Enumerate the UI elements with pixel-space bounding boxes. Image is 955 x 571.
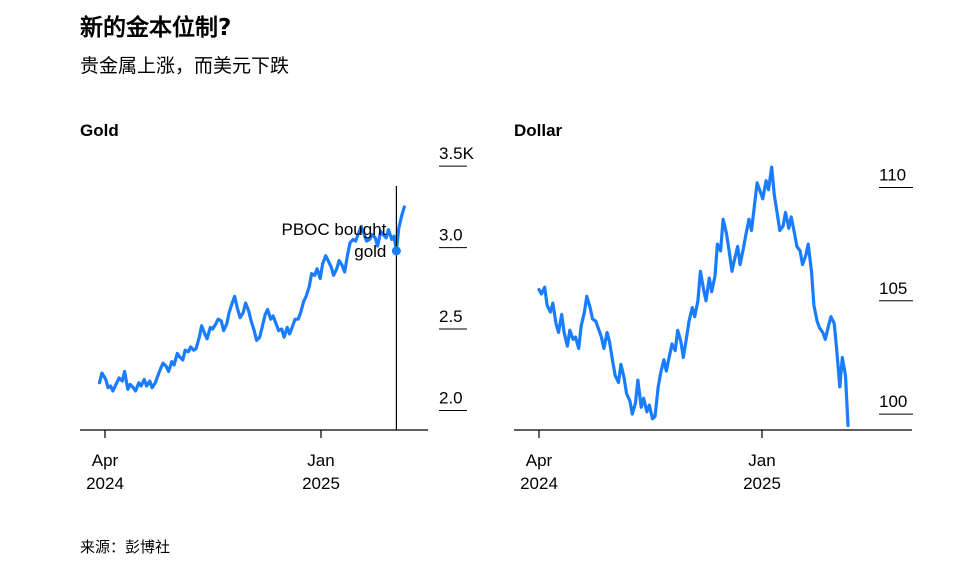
pboc-annotation-marker: [391, 246, 401, 256]
gold-panel-title: Gold: [80, 121, 119, 140]
gold-y-tick-label: 3.5K: [439, 144, 475, 163]
dollar-panel-title: Dollar: [514, 121, 563, 140]
dollar-series-line: [537, 165, 850, 428]
dollar-x-tick-label-year: 2024: [520, 474, 558, 493]
gold-y-tick-label: 2.0: [439, 388, 463, 407]
dollar-y-tick-label: 105: [879, 279, 907, 298]
dollar-x-tick-label-month: Jan: [748, 451, 775, 470]
gold-x-tick-label-month: Jan: [307, 451, 334, 470]
gold-x-tick-label-month: Apr: [92, 451, 119, 470]
pboc-annotation-label: PBOC bought: [281, 220, 386, 239]
gold-y-tick-label: 3.0: [439, 226, 463, 245]
dollar-x-tick-label-year: 2025: [743, 474, 781, 493]
source-note: 来源：彭博社: [80, 538, 171, 556]
gold-x-tick-label-year: 2024: [86, 474, 124, 493]
gold-x-tick-label-year: 2025: [302, 474, 340, 493]
gold-y-tick-label: 2.5: [439, 307, 463, 326]
chart-subtitle: 贵金属上涨，而美元下跌: [80, 55, 290, 77]
dollar-y-tick-label: 100: [879, 392, 907, 411]
chart-title: 新的金本位制?: [80, 15, 232, 41]
pboc-annotation-label-line2: gold: [354, 242, 386, 261]
gold-series-line: [97, 205, 406, 393]
dollar-x-tick-label-month: Apr: [526, 451, 553, 470]
dollar-y-tick-label: 110: [879, 165, 906, 184]
